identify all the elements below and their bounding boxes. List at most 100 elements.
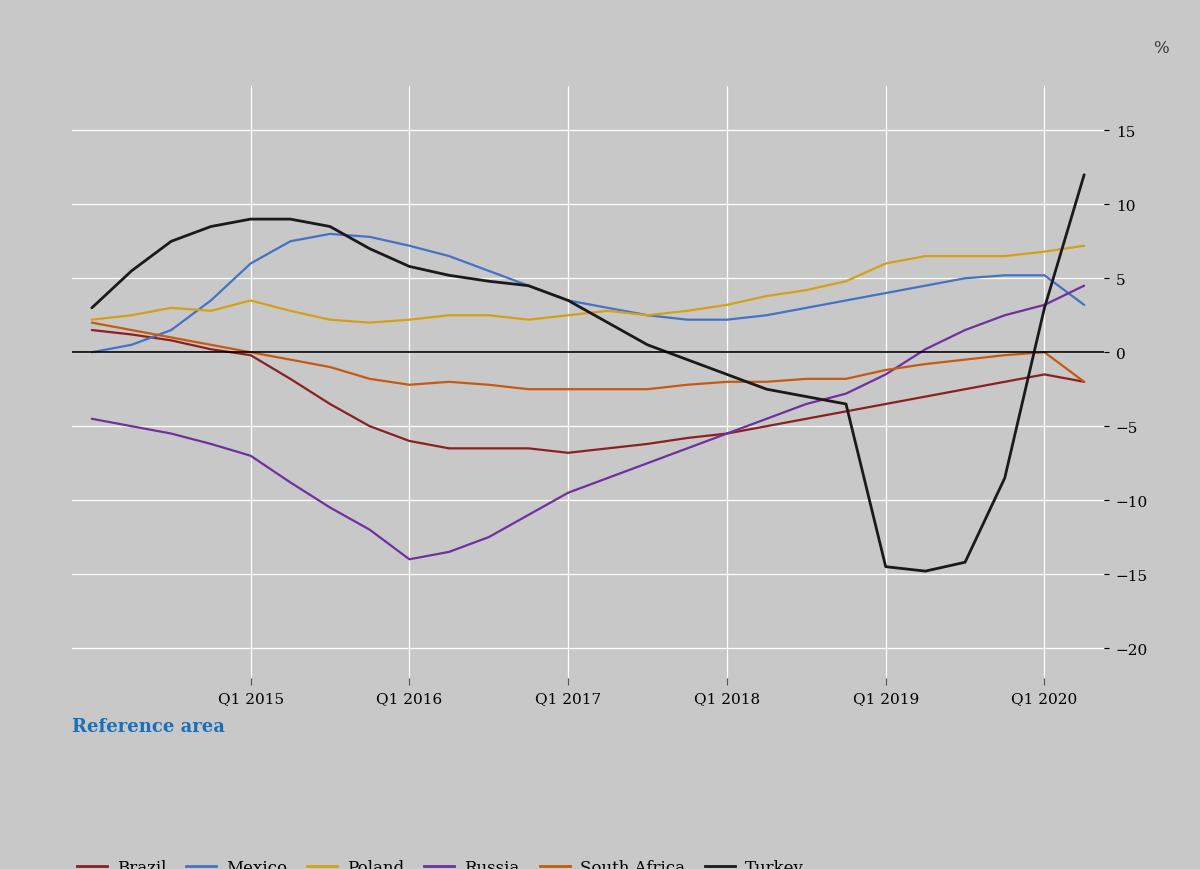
Mexico [1076, 301, 1091, 311]
Mexico [442, 251, 456, 262]
South Africa [560, 384, 575, 395]
Poland [1076, 242, 1091, 252]
Mexico [244, 259, 258, 269]
Russia [601, 473, 616, 483]
Turkey [244, 215, 258, 225]
Mexico [362, 232, 377, 242]
Russia [164, 428, 179, 439]
Legend: Brazil, Mexico, Poland, Russia, South Africa, Turkey: Brazil, Mexico, Poland, Russia, South Af… [70, 852, 810, 869]
Text: %: % [1153, 40, 1169, 57]
South Africa [442, 377, 456, 388]
Poland [442, 310, 456, 321]
Poland [1037, 247, 1051, 257]
Poland [283, 306, 298, 316]
Russia [799, 399, 814, 409]
Brazil [481, 443, 496, 454]
Brazil [680, 434, 695, 444]
Poland [760, 291, 774, 302]
Poland [164, 303, 179, 314]
Mexico [1037, 271, 1051, 282]
Russia [402, 554, 416, 565]
Turkey [720, 369, 734, 380]
Poland [521, 315, 535, 326]
South Africa [204, 340, 218, 350]
Russia [125, 421, 139, 432]
South Africa [760, 377, 774, 388]
Mexico [641, 310, 655, 321]
Line: Russia: Russia [92, 287, 1084, 560]
South Africa [958, 355, 972, 365]
Mexico [601, 303, 616, 314]
Brazil [720, 428, 734, 439]
Russia [283, 478, 298, 488]
Russia [323, 502, 337, 513]
Russia [997, 310, 1012, 321]
Poland [323, 315, 337, 326]
Turkey [204, 222, 218, 232]
Turkey [323, 222, 337, 232]
South Africa [918, 360, 932, 370]
Mexico [997, 271, 1012, 282]
Poland [997, 251, 1012, 262]
Brazil [958, 384, 972, 395]
Russia [958, 325, 972, 335]
Poland [560, 310, 575, 321]
Poland [601, 306, 616, 316]
Russia [560, 488, 575, 498]
Poland [204, 306, 218, 316]
Russia [481, 532, 496, 542]
South Africa [720, 377, 734, 388]
Poland [362, 318, 377, 328]
Russia [244, 451, 258, 461]
Line: Mexico: Mexico [92, 235, 1084, 353]
Brazil [323, 399, 337, 409]
Mexico [918, 282, 932, 292]
South Africa [1076, 377, 1091, 388]
Turkey [560, 295, 575, 306]
Russia [839, 389, 853, 400]
Russia [680, 443, 695, 454]
Brazil [641, 439, 655, 449]
Turkey [442, 271, 456, 282]
Turkey [760, 384, 774, 395]
Poland [839, 276, 853, 287]
Brazil [997, 377, 1012, 388]
Brazil [878, 399, 893, 409]
Line: Poland: Poland [92, 247, 1084, 323]
Poland [641, 310, 655, 321]
Turkey [481, 276, 496, 287]
Brazil [760, 421, 774, 432]
Mexico [125, 340, 139, 350]
Poland [244, 295, 258, 306]
Mexico [402, 242, 416, 252]
Mexico [720, 315, 734, 326]
Mexico [204, 295, 218, 306]
Russia [362, 525, 377, 535]
Mexico [283, 236, 298, 247]
South Africa [1037, 348, 1051, 358]
Turkey [799, 392, 814, 402]
Russia [720, 428, 734, 439]
Brazil [283, 375, 298, 385]
Poland [958, 251, 972, 262]
Mexico [521, 282, 535, 292]
South Africa [85, 318, 100, 328]
Brazil [85, 325, 100, 335]
Russia [442, 547, 456, 558]
Poland [878, 259, 893, 269]
South Africa [799, 375, 814, 385]
Poland [402, 315, 416, 326]
South Africa [680, 380, 695, 390]
South Africa [402, 380, 416, 390]
Turkey [641, 340, 655, 350]
Turkey [878, 561, 893, 572]
Russia [204, 439, 218, 449]
Turkey [958, 557, 972, 567]
Brazil [442, 443, 456, 454]
Turkey [362, 244, 377, 255]
Poland [481, 310, 496, 321]
South Africa [125, 325, 139, 335]
Brazil [204, 345, 218, 355]
South Africa [481, 380, 496, 390]
South Africa [283, 355, 298, 365]
